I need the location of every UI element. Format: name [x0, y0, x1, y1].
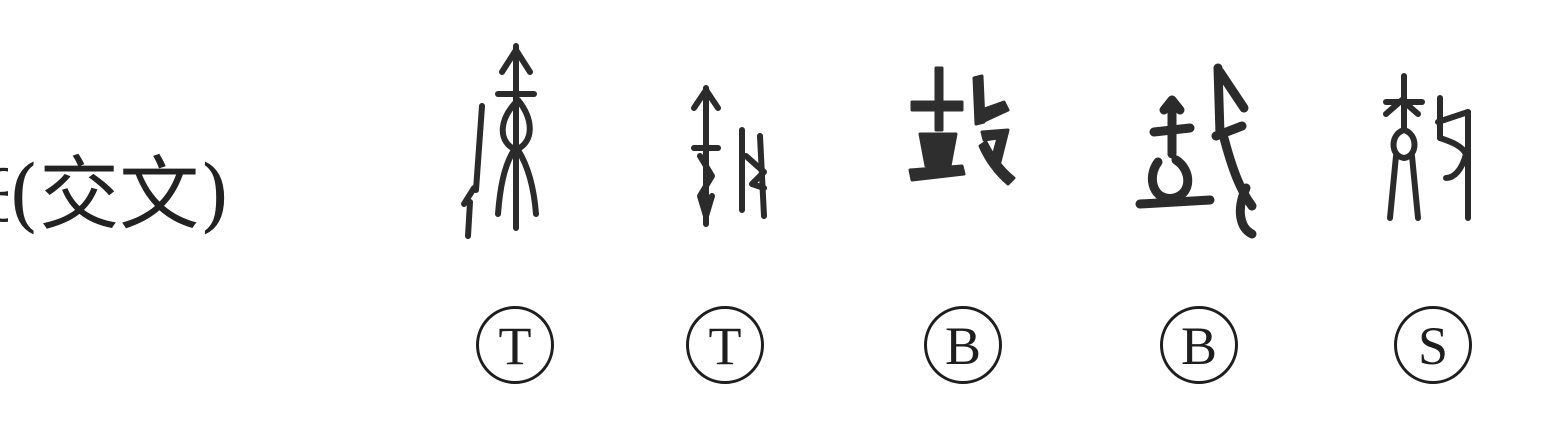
bronze-glyph-1-icon	[890, 38, 1040, 248]
entry-paren-open: (	[8, 148, 40, 241]
seal-glyph-1-icon	[1358, 38, 1508, 248]
source-mark-letter: B	[1180, 316, 1218, 376]
source-mark-badge: T	[686, 306, 764, 384]
entry-heading: 3 ( 交文 )	[0, 140, 230, 250]
entry-characters: 交文	[39, 148, 200, 241]
oracle-bone-glyph-1-icon	[438, 38, 588, 248]
source-mark-letter: B	[944, 316, 982, 376]
source-mark-letter: T	[708, 316, 742, 376]
source-mark-badge: S	[1394, 306, 1472, 384]
oracle-bone-glyph-2-icon	[660, 38, 810, 248]
bronze-glyph-2-icon	[1128, 38, 1278, 248]
source-mark-letter: T	[498, 316, 532, 376]
source-mark-badge: B	[924, 306, 1002, 384]
entry-number-fragment: 3	[0, 155, 8, 235]
source-mark-badge: B	[1160, 306, 1238, 384]
source-mark-letter: S	[1417, 316, 1449, 376]
source-mark-badge: T	[476, 306, 554, 384]
entry-paren-close: )	[199, 148, 231, 241]
